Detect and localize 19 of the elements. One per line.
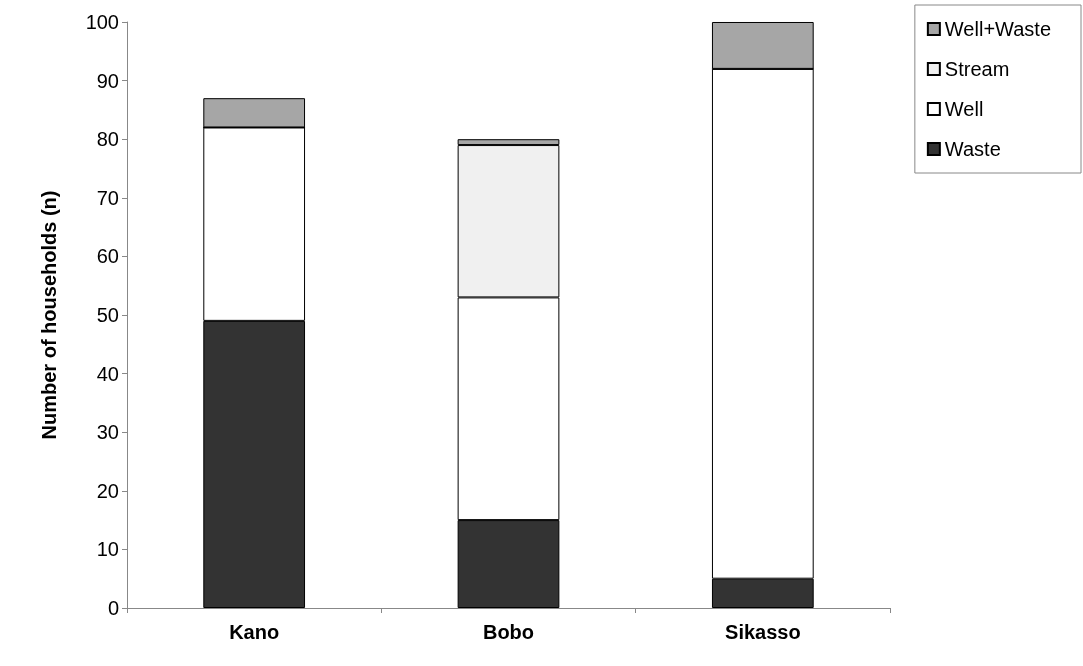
y-tick-label: 20 bbox=[96, 479, 119, 502]
legend-label: Waste bbox=[944, 138, 1001, 160]
y-tick-label: 0 bbox=[107, 597, 119, 619]
y-tick-label: 90 bbox=[96, 69, 119, 92]
y-tick-label: 100 bbox=[85, 11, 119, 33]
y-tick-label: 30 bbox=[96, 421, 119, 444]
y-axis-title: Number of households (n) bbox=[38, 190, 60, 440]
y-tick-label: 50 bbox=[96, 304, 119, 326]
y-tick-label: 80 bbox=[96, 128, 119, 151]
legend-label: Well+Waste bbox=[944, 18, 1052, 40]
y-tick-label: 70 bbox=[96, 186, 119, 209]
y-tick-label: 40 bbox=[96, 362, 119, 385]
x-tick-label: Kano bbox=[229, 621, 280, 643]
legend-label: Stream bbox=[944, 58, 1010, 80]
y-tick-label: 10 bbox=[96, 538, 119, 561]
x-tick-label: Sikasso bbox=[725, 621, 801, 643]
x-tick-label: Bobo bbox=[482, 621, 535, 643]
y-tick-label: 60 bbox=[96, 245, 119, 268]
legend-label: Well bbox=[944, 98, 984, 120]
